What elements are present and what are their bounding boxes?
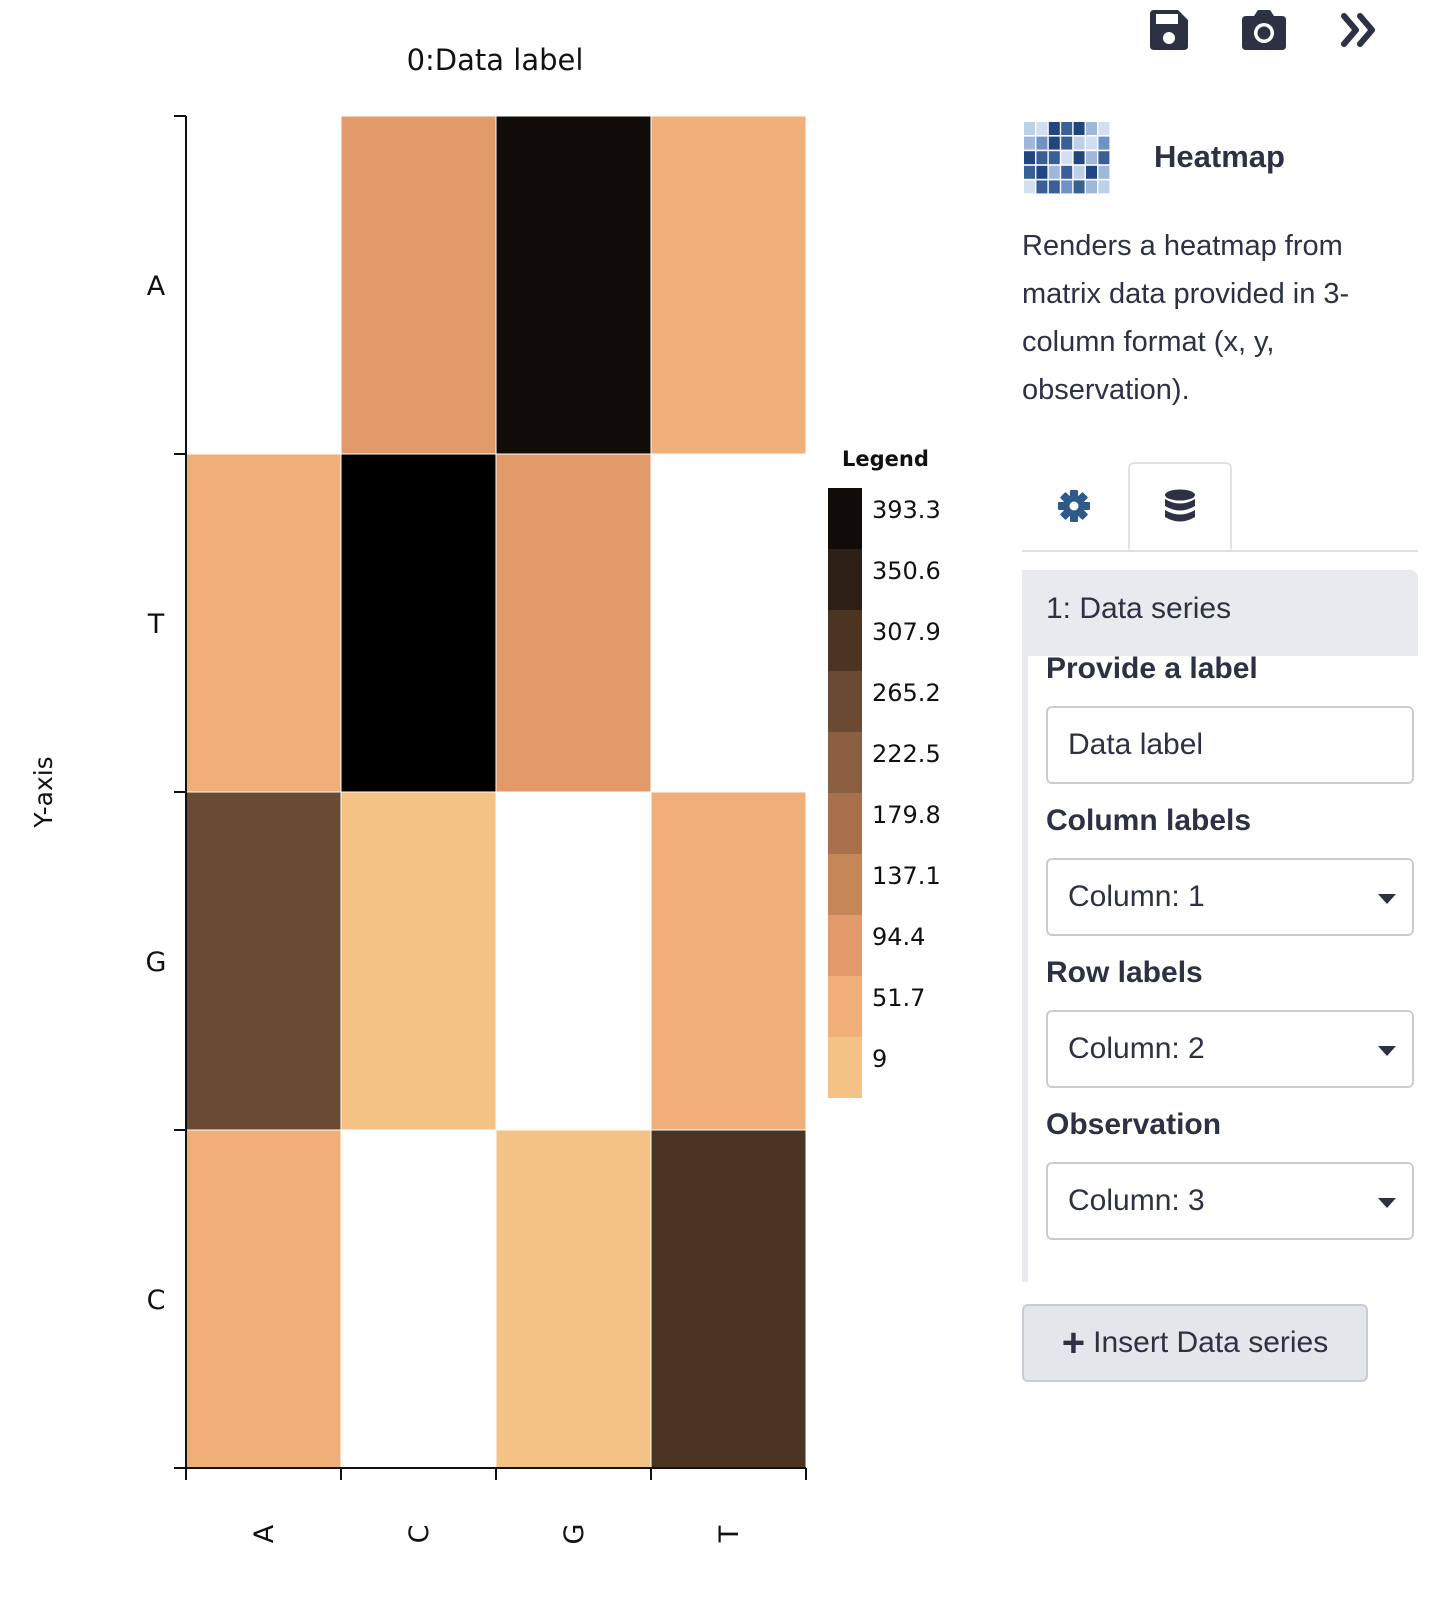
heatmap-cell — [495, 453, 652, 793]
y-tick-label: C — [147, 1285, 166, 1316]
heatmap-cell — [651, 454, 806, 792]
legend-label: 179.8 — [872, 801, 941, 829]
column-labels-select[interactable]: Column: 1 — [1046, 858, 1414, 936]
row-labels-title: Row labels — [1046, 956, 1203, 989]
data-label-input[interactable] — [1048, 708, 1368, 782]
heatmap-cell — [185, 453, 342, 793]
heatmap-cell — [495, 115, 652, 455]
legend-swatch — [828, 732, 862, 793]
column-labels-title: Column labels — [1046, 804, 1252, 837]
legend-label: 307.9 — [872, 618, 941, 646]
heatmap-cell — [340, 453, 497, 793]
heatmap-cell — [340, 791, 497, 1131]
insert-data-series-label: Insert Data series — [1093, 1326, 1329, 1359]
legend-label: 350.6 — [872, 557, 941, 585]
camera-icon — [1242, 10, 1286, 50]
caret-down-icon — [1378, 1198, 1396, 1208]
plugin-info-panel: Heatmap Renders a heatmap from matrix da… — [1022, 110, 1420, 414]
legend-label: 393.3 — [872, 496, 941, 524]
data-label-field — [1046, 706, 1414, 784]
caret-down-icon — [1378, 1046, 1396, 1056]
caret-down-icon — [1378, 894, 1396, 904]
heatmap-cell — [185, 1129, 342, 1469]
data-series-section — [1022, 570, 1418, 1282]
x-tick-label: T — [714, 1525, 745, 1543]
heatmap-thumbnail-icon — [1024, 122, 1110, 194]
heatmap-cell — [650, 115, 807, 455]
legend-swatch — [828, 1037, 862, 1098]
data-series-header[interactable]: 1: Data series — [1022, 570, 1418, 656]
legend-label: 222.5 — [872, 740, 941, 768]
x-tick-label: G — [559, 1524, 590, 1545]
chart-title: 0:Data label — [407, 43, 584, 77]
heatmap-cell — [186, 116, 341, 454]
settings-tabs — [1022, 462, 1418, 552]
legend-label: 51.7 — [872, 984, 925, 1012]
heatmap-cell — [340, 115, 497, 455]
heatmap-cell — [495, 1129, 652, 1469]
label-field-title: Provide a label — [1046, 652, 1258, 685]
y-tick-label: A — [147, 271, 166, 302]
legend-label: 265.2 — [872, 679, 941, 707]
y-tick-label: G — [146, 947, 167, 978]
legend-swatch — [828, 854, 862, 915]
column-labels-value: Column: 1 — [1068, 880, 1205, 913]
y-axis-label: Y-axis — [29, 756, 58, 828]
heatmap-cell — [650, 791, 807, 1131]
legend-label: 9 — [872, 1045, 887, 1073]
gear-icon — [1058, 490, 1090, 522]
observation-title: Observation — [1046, 1108, 1222, 1141]
row-labels-value: Column: 2 — [1068, 1032, 1205, 1065]
double-chevron-right-icon — [1341, 13, 1375, 47]
heatmap-cell — [341, 1130, 496, 1468]
legend-swatch — [828, 915, 862, 976]
plugin-title: Heatmap — [1154, 139, 1285, 174]
legend-label: 137.1 — [872, 862, 941, 890]
observation-value: Column: 3 — [1068, 1184, 1205, 1217]
heatmap-cell — [650, 1129, 807, 1469]
legend-swatch — [828, 488, 862, 549]
x-tick-label: A — [249, 1524, 280, 1543]
heatmap-cell — [185, 791, 342, 1131]
legend-title: Legend — [842, 447, 929, 471]
tab-settings[interactable] — [1022, 462, 1126, 550]
observation-select[interactable]: Column: 3 — [1046, 1162, 1414, 1240]
legend-swatch — [828, 793, 862, 854]
expand-panel-button[interactable] — [1330, 4, 1390, 56]
legend-swatch — [828, 610, 862, 671]
plus-icon: + — [1061, 1321, 1086, 1365]
data-series-title: 1: Data series — [1046, 592, 1232, 625]
legend-swatch — [828, 549, 862, 610]
plugin-description: Renders a heatmap from matrix data provi… — [1022, 230, 1350, 406]
save-icon — [1150, 10, 1188, 50]
y-tick-label: T — [147, 609, 165, 640]
insert-data-series-button[interactable]: + Insert Data series — [1022, 1304, 1368, 1382]
legend-swatch — [828, 976, 862, 1037]
camera-button[interactable] — [1234, 4, 1294, 56]
row-labels-select[interactable]: Column: 2 — [1046, 1010, 1414, 1088]
heatmap-cell — [496, 792, 651, 1130]
x-tick-label: C — [404, 1525, 435, 1544]
legend-swatch — [828, 671, 862, 732]
tab-data[interactable] — [1128, 462, 1232, 550]
legend: Legend 393.3 350.6 307.9 265.2 222.5 179.8 137… — [828, 447, 941, 1098]
legend-label: 94.4 — [872, 923, 925, 951]
save-button[interactable] — [1138, 4, 1198, 56]
heatmap-chart: 0:Data label A T G C A C G T Y-axis Legend 393.… — [29, 43, 941, 1545]
database-icon — [1165, 489, 1195, 522]
